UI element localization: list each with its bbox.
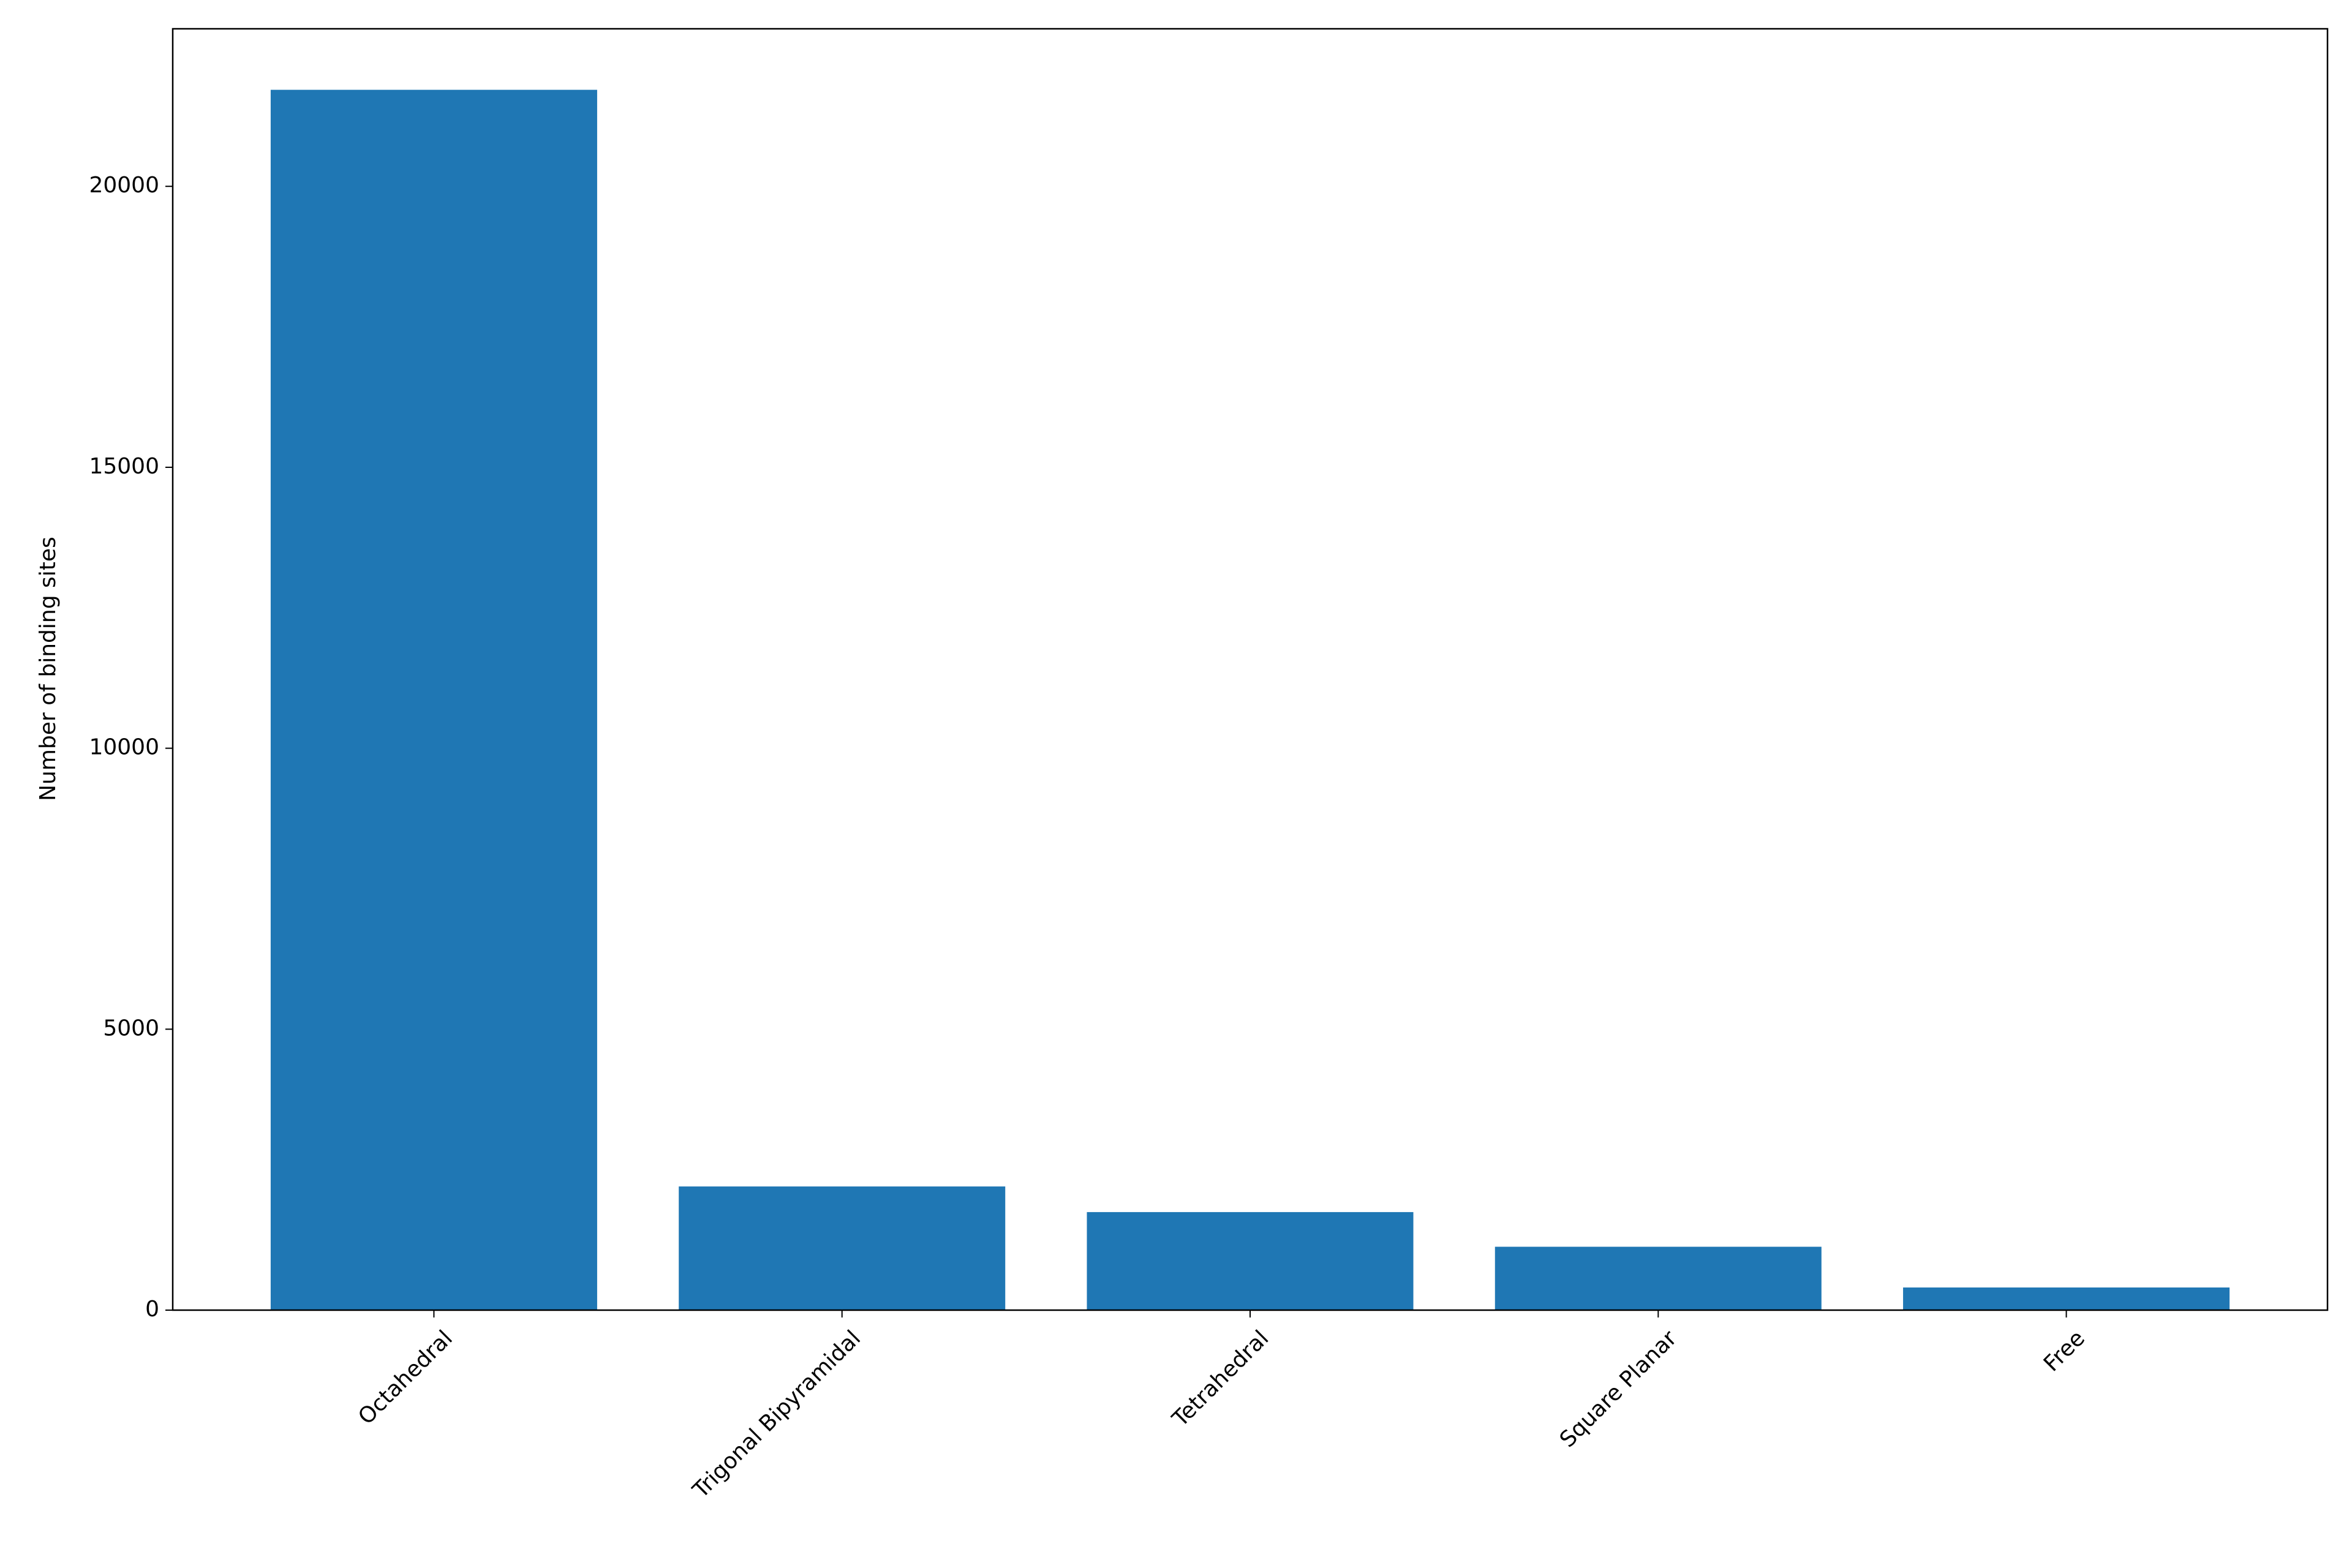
- x-tick-label: Free: [2039, 1325, 2090, 1376]
- bar: [1494, 1246, 1822, 1310]
- bar: [679, 1186, 1006, 1310]
- x-tick-label: Trigonal Bipyramidal: [688, 1325, 865, 1503]
- y-tick-label: 15000: [89, 454, 159, 479]
- y-axis-label: Number of binding sites: [36, 537, 61, 801]
- plot-frame: [172, 28, 2329, 1311]
- y-tick-label: 5000: [103, 1016, 159, 1041]
- x-tick-label: Tetrahedral: [1167, 1325, 1274, 1432]
- x-tick-label: Octahedral: [353, 1325, 458, 1430]
- bar: [270, 89, 597, 1310]
- x-tick-label: Square Planar: [1555, 1325, 1682, 1452]
- bar: [1087, 1212, 1414, 1310]
- y-tick-label: 10000: [89, 735, 159, 760]
- y-tick-label: 20000: [89, 173, 159, 198]
- y-tick-label: 0: [145, 1297, 159, 1322]
- bar: [1903, 1287, 2230, 1310]
